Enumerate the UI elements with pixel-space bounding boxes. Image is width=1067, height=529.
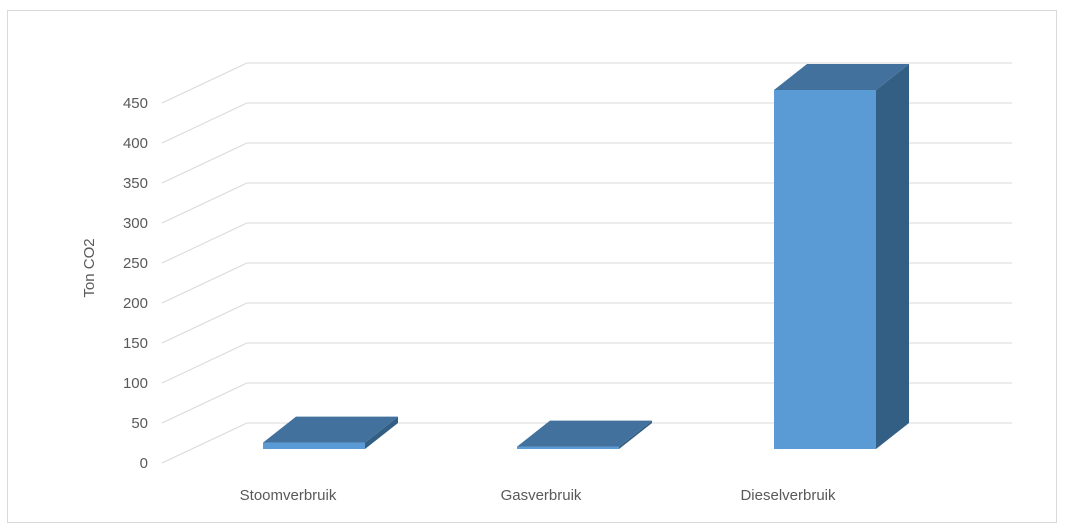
bars [263,64,909,449]
y-tick-label: 150 [123,335,148,352]
y-tick-label: 300 [123,215,148,232]
gridline [161,182,1012,224]
x-category-label: Stoomverbruik [240,487,337,504]
bar-dieselverbruik [774,64,909,449]
x-category-label: Dieselverbruik [740,487,836,504]
gridlines [161,62,1012,464]
bar-stoomverbruik [263,416,398,449]
bar-top-face [263,416,398,443]
bar-top-face [774,64,909,90]
bar-front-face [263,442,365,449]
y-tick-label: 250 [123,255,148,272]
bar-side-face [619,420,652,449]
y-tick-label: 450 [123,95,148,112]
bar-front-face [774,90,876,449]
bar-front-face [517,446,619,449]
bar-side-face [365,416,398,449]
gridline [161,262,1012,304]
bar-top-face [517,420,652,447]
gridline [161,142,1012,184]
gridline [161,422,1012,464]
x-category-label: Gasverbruik [501,487,582,504]
y-tick-label: 200 [123,295,148,312]
y-axis-title: Ton CO2 [81,238,98,297]
y-tick-label: 0 [140,455,148,472]
y-axis-ticks: 0 50 100 150 200 250 300 350 400 450 [123,95,148,472]
y-tick-label: 100 [123,375,148,392]
gridline [161,382,1012,424]
bar-side-face [876,64,909,449]
bar-gasverbruik [517,420,652,449]
gridline [161,342,1012,384]
x-axis-categories: Stoomverbruik Gasverbruik Dieselverbruik [240,487,836,504]
y-tick-label: 50 [131,415,148,432]
gridline [161,62,1012,104]
y-tick-label: 400 [123,135,148,152]
y-tick-label: 350 [123,175,148,192]
gridline [161,302,1012,344]
gridline [161,222,1012,264]
gridline [161,102,1012,144]
